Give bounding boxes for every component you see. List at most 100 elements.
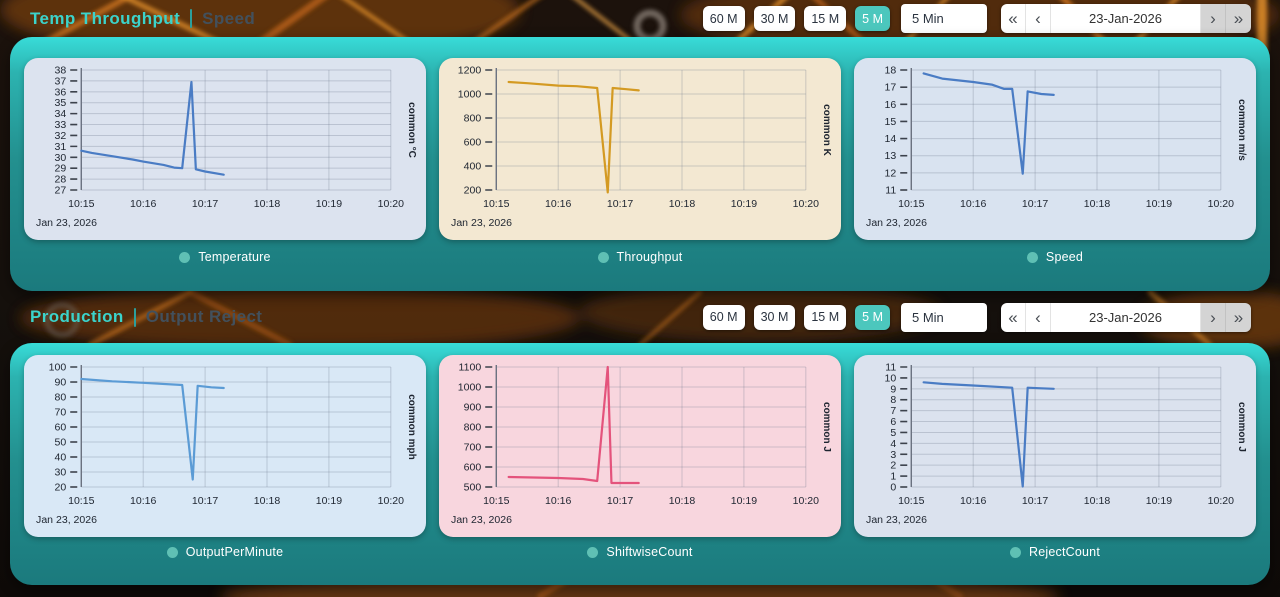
date-fast-back-button[interactable]: « <box>1001 4 1026 33</box>
svg-text:10:18: 10:18 <box>254 198 281 210</box>
svg-text:5: 5 <box>890 427 896 439</box>
svg-text:70: 70 <box>54 407 66 419</box>
legend-temperature[interactable]: Temperature <box>24 250 426 264</box>
svg-text:20: 20 <box>54 482 66 494</box>
svg-text:800: 800 <box>464 113 482 125</box>
chart-outputperminute: 20 30 40 50 60 70 80 90 100 10:15 10:16 10:17 10:18 1… <box>36 362 417 526</box>
svg-text:common K: common K <box>821 104 832 156</box>
svg-text:4: 4 <box>890 438 896 450</box>
interval-5m-button[interactable]: 5 M <box>855 6 890 31</box>
svg-text:900: 900 <box>464 402 482 414</box>
section-2-header: Production Output Reject 60 M 30 M 15 M … <box>0 291 1280 343</box>
svg-text:10:20: 10:20 <box>1208 198 1235 210</box>
svg-text:600: 600 <box>464 137 482 149</box>
legend-label: OutputPerMinute <box>185 545 284 559</box>
interval-15m-button[interactable]: 15 M <box>804 6 847 31</box>
svg-text:10:20: 10:20 <box>378 198 405 210</box>
interval-select[interactable]: 5 Min <box>901 302 987 332</box>
section-2-title-primary: Production <box>30 307 124 326</box>
svg-text:10:17: 10:17 <box>192 198 219 210</box>
svg-text:common mph: common mph <box>406 394 417 460</box>
interval-60m-button[interactable]: 60 M <box>702 6 745 31</box>
svg-text:1200: 1200 <box>458 65 482 77</box>
svg-text:1000: 1000 <box>458 89 482 101</box>
chart-card-temperature: 27 28 29 30 31 32 33 34 35 36 37 38 10:15 10:16 10:17 1… <box>24 58 426 240</box>
svg-text:6: 6 <box>890 416 896 428</box>
legend-throughput[interactable]: Throughput <box>439 250 841 264</box>
svg-text:12: 12 <box>884 167 896 179</box>
svg-text:10:18: 10:18 <box>669 495 696 507</box>
chart-column-temperature: 27 28 29 30 31 32 33 34 35 36 37 38 10:15 10:16 10:17 1… <box>24 58 426 264</box>
svg-text:10:20: 10:20 <box>793 495 820 507</box>
legend-shiftwisecount[interactable]: ShiftwiseCount <box>439 545 841 559</box>
interval-select[interactable]: 5 Min <box>901 4 987 33</box>
svg-text:9: 9 <box>890 383 896 395</box>
legend-dot <box>166 546 178 558</box>
legend-label: Temperature <box>198 250 271 264</box>
svg-text:10:15: 10:15 <box>483 198 510 210</box>
svg-text:10:15: 10:15 <box>898 198 925 210</box>
svg-text:600: 600 <box>464 462 482 474</box>
svg-text:18: 18 <box>884 65 896 77</box>
svg-text:10:17: 10:17 <box>1022 495 1049 507</box>
svg-text:common °C: common °C <box>406 102 417 158</box>
svg-text:10:15: 10:15 <box>483 495 510 507</box>
date-display[interactable]: 23-Jan-2026 <box>1051 4 1201 33</box>
svg-text:10:20: 10:20 <box>793 198 820 210</box>
date-forward-button[interactable]: › <box>1201 302 1226 332</box>
chart-card-throughput: 200 400 600 800 1000 1200 10:15 10:16 10:17 10:18… <box>439 58 841 240</box>
section-1-toolbar: 60 M 30 M 15 M 5 M 5 Min « ‹ 23-Jan-2026… <box>702 4 1251 33</box>
svg-text:10:16: 10:16 <box>960 495 987 507</box>
svg-text:1000: 1000 <box>458 382 482 394</box>
chart-column-outputperminute: 20 30 40 50 60 70 80 90 100 10:15 10:16 10:17 10:18 1… <box>24 355 426 559</box>
date-forward-button[interactable]: › <box>1201 4 1226 33</box>
legend-dot <box>1010 546 1021 558</box>
section-2-toolbar: 60 M 30 M 15 M 5 M 5 Min « ‹ 23-Jan-2026… <box>702 302 1251 332</box>
svg-text:10:16: 10:16 <box>545 198 572 210</box>
chart-card-speed: 11 12 13 14 15 16 17 18 10:15 10:16 10:17 10:18 10:1… <box>854 58 1256 240</box>
svg-text:10:15: 10:15 <box>68 198 95 210</box>
date-back-button[interactable]: ‹ <box>1026 4 1051 33</box>
date-navigator: « ‹ 23-Jan-2026 › » <box>1001 302 1251 332</box>
svg-text:33: 33 <box>54 119 66 131</box>
section-1-title-primary: Temp Throughput <box>30 8 181 28</box>
svg-text:7: 7 <box>890 405 896 417</box>
chart-card-rejectcount: 0 1 2 3 4 5 6 7 8 9 10 11 10:15 10:16 10:17 10:18 10:19 1… <box>854 355 1256 537</box>
svg-text:31: 31 <box>54 141 66 153</box>
svg-text:36: 36 <box>54 86 66 98</box>
svg-text:1: 1 <box>890 471 896 483</box>
interval-60m-button[interactable]: 60 M <box>702 304 745 330</box>
svg-text:16: 16 <box>884 99 896 111</box>
svg-text:28: 28 <box>54 174 66 186</box>
interval-5m-button[interactable]: 5 M <box>855 304 890 330</box>
legend-outputperminute[interactable]: OutputPerMinute <box>24 545 426 559</box>
svg-text:10:18: 10:18 <box>1084 495 1111 507</box>
date-fast-forward-button[interactable]: » <box>1226 4 1251 33</box>
svg-text:13: 13 <box>884 150 896 162</box>
date-fast-back-button[interactable]: « <box>1001 302 1026 332</box>
legend-rejectcount[interactable]: RejectCount <box>854 545 1256 559</box>
svg-text:30: 30 <box>54 152 66 164</box>
svg-text:10:19: 10:19 <box>1146 495 1173 507</box>
interval-30m-button[interactable]: 30 M <box>753 304 796 330</box>
date-back-button[interactable]: ‹ <box>1026 302 1051 332</box>
legend-dot <box>587 546 599 558</box>
svg-text:10:20: 10:20 <box>378 495 405 507</box>
section-1-title-secondary: Speed <box>202 8 256 28</box>
svg-text:10:16: 10:16 <box>130 198 157 210</box>
interval-15m-button[interactable]: 15 M <box>804 304 847 330</box>
legend-speed[interactable]: Speed <box>854 250 1256 264</box>
svg-text:2: 2 <box>890 460 896 472</box>
svg-text:400: 400 <box>464 161 482 173</box>
date-fast-forward-button[interactable]: » <box>1226 302 1251 332</box>
svg-text:10:18: 10:18 <box>669 198 696 210</box>
title-separator <box>133 307 136 327</box>
svg-text:8: 8 <box>890 394 896 406</box>
svg-text:common m/s: common m/s <box>1236 99 1247 161</box>
svg-text:32: 32 <box>54 130 66 142</box>
date-display[interactable]: 23-Jan-2026 <box>1051 302 1201 332</box>
svg-text:10:20: 10:20 <box>1208 495 1235 507</box>
svg-text:3: 3 <box>890 449 896 461</box>
interval-30m-button[interactable]: 30 M <box>753 6 796 31</box>
